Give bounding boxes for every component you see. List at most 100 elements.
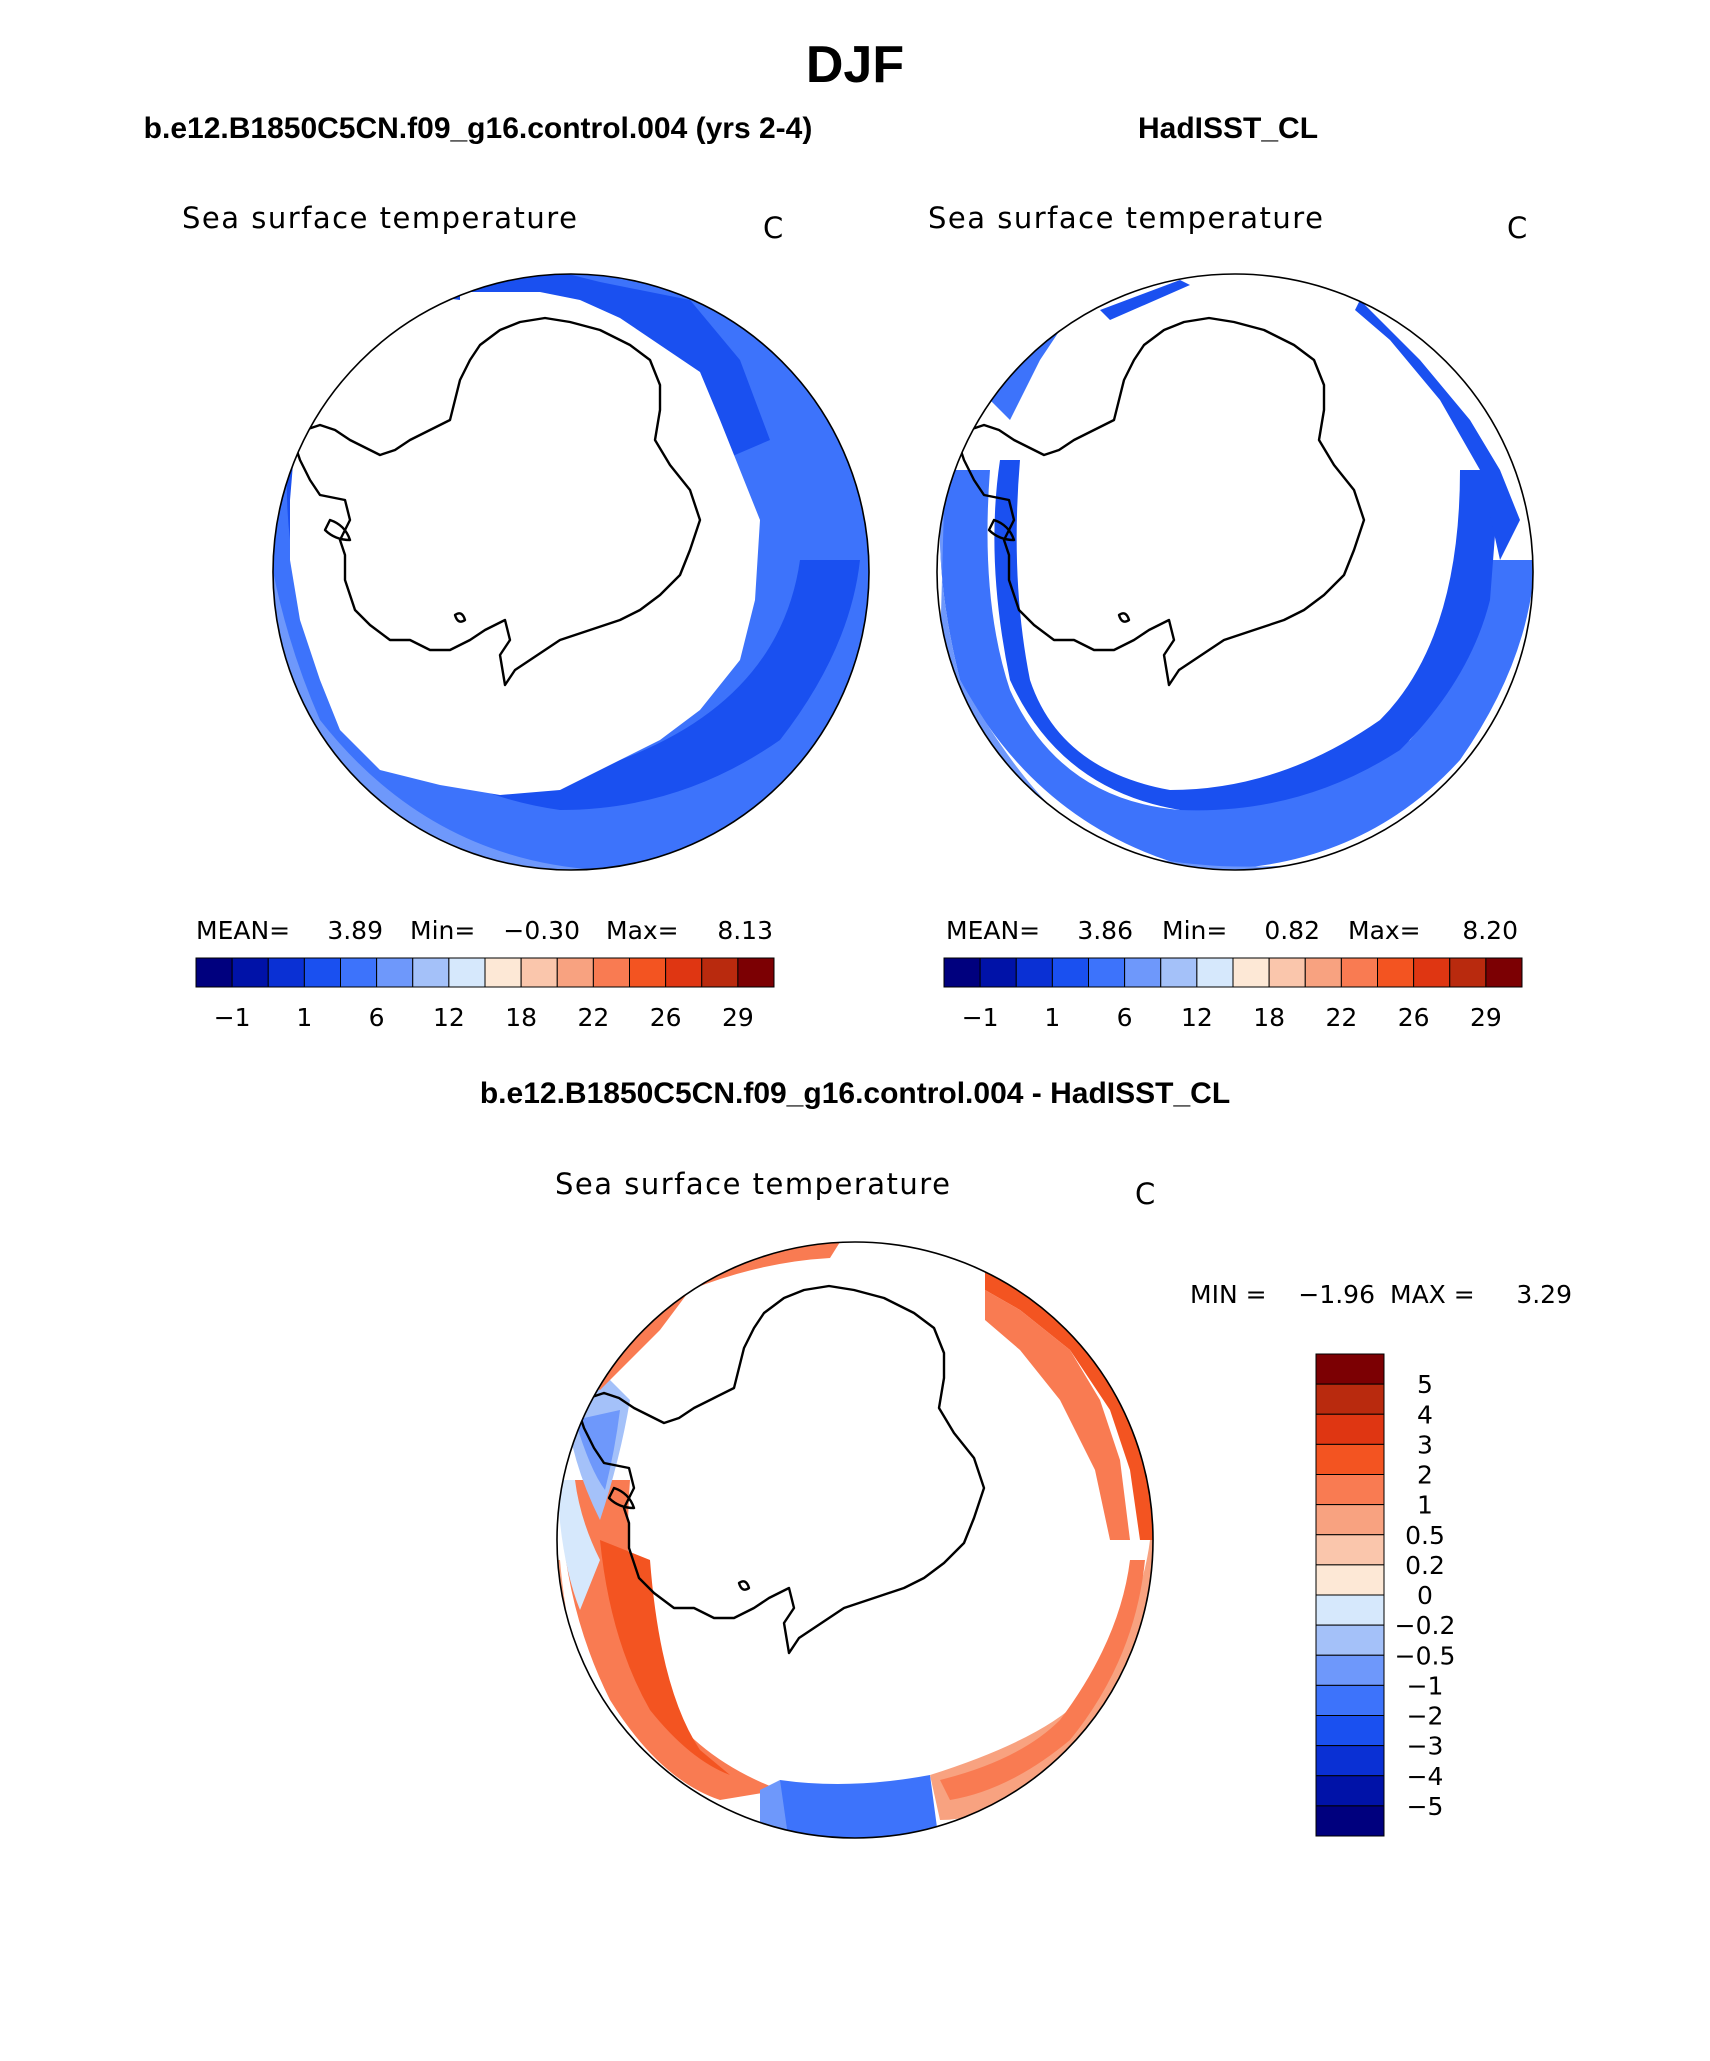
right-colorbar-swatch bbox=[1485, 957, 1523, 988]
diff-colorbar-swatch bbox=[1315, 1745, 1385, 1777]
diff-colorbar-swatch bbox=[1315, 1624, 1385, 1656]
right-polar-map bbox=[936, 273, 1534, 871]
right-colorbar-tick-label: −1 bbox=[962, 1003, 999, 1032]
left-colorbar-swatch bbox=[412, 957, 450, 988]
right-colorbar-swatch bbox=[1196, 957, 1234, 988]
right-colorbar-swatch bbox=[943, 957, 981, 988]
right-mean-label: MEAN= bbox=[946, 916, 1040, 945]
right-max-label: Max= bbox=[1348, 916, 1421, 945]
left-colorbar-swatch bbox=[340, 957, 378, 988]
left-stats: MEAN= 3.89 Min= −0.30 Max= 8.13 bbox=[196, 916, 773, 945]
right-colorbar-tick-label: 22 bbox=[1325, 1003, 1357, 1032]
diff-colorbar-tick-label: 0.5 bbox=[1405, 1521, 1445, 1550]
diff-colorbar-swatch bbox=[1315, 1413, 1385, 1445]
left-max-value: 8.13 bbox=[717, 916, 773, 945]
left-panel-title: b.e12.B1850C5CN.f09_g16.control.004 (yrs… bbox=[144, 112, 813, 145]
diff-colorbar-tick-label: 5 bbox=[1417, 1370, 1433, 1399]
left-colorbar-swatch bbox=[701, 957, 739, 988]
left-colorbar-tick-label: 29 bbox=[722, 1003, 754, 1032]
diff-min-label: MIN = bbox=[1190, 1280, 1267, 1309]
left-colorbar-swatch bbox=[737, 957, 775, 988]
diff-colorbar-tick-label: −3 bbox=[1407, 1732, 1444, 1761]
right-colorbar-swatch bbox=[1051, 957, 1089, 988]
left-colorbar-swatch bbox=[556, 957, 594, 988]
season-title: DJF bbox=[806, 36, 904, 94]
right-colorbar-swatch bbox=[1449, 957, 1487, 988]
diff-colorbar-tick-label: 4 bbox=[1417, 1400, 1433, 1429]
left-colorbar-swatch bbox=[231, 957, 269, 988]
right-colorbar-swatch bbox=[1124, 957, 1162, 988]
left-colorbar-tick-label: 1 bbox=[296, 1003, 312, 1032]
diff-colorbar-swatch bbox=[1315, 1684, 1385, 1716]
diff-max-label: MAX = bbox=[1390, 1280, 1475, 1309]
diff-colorbar-swatch bbox=[1315, 1805, 1385, 1837]
left-colorbar-swatch bbox=[303, 957, 341, 988]
right-colorbar-tick-label: 1 bbox=[1044, 1003, 1060, 1032]
left-colorbar-swatch bbox=[448, 957, 486, 988]
diff-colorbar-tick-label: −5 bbox=[1407, 1792, 1444, 1821]
diff-colorbar-tick-label: −1 bbox=[1407, 1671, 1444, 1700]
left-variable-label: Sea surface temperature bbox=[182, 201, 578, 235]
left-colorbar-swatch bbox=[376, 957, 414, 988]
left-colorbar-swatch bbox=[592, 957, 630, 988]
diff-min-value: −1.96 bbox=[1298, 1280, 1375, 1309]
diff-colorbar-swatch bbox=[1315, 1383, 1385, 1415]
diff-colorbar-tick-label: −0.5 bbox=[1395, 1641, 1456, 1670]
left-colorbar-swatch bbox=[484, 957, 522, 988]
diff-polar-map bbox=[556, 1241, 1154, 1839]
diff-colorbar-swatch bbox=[1315, 1504, 1385, 1536]
diff-variable-label: Sea surface temperature bbox=[555, 1167, 951, 1201]
left-min-label: Min= bbox=[410, 916, 475, 945]
left-colorbar-tick-label: 18 bbox=[505, 1003, 537, 1032]
diff-colorbar-swatch bbox=[1315, 1353, 1385, 1385]
left-colorbar-swatch bbox=[629, 957, 667, 988]
diff-colorbar-swatch bbox=[1315, 1564, 1385, 1596]
left-colorbar-swatch bbox=[267, 957, 305, 988]
diff-colorbar-tick-label: 0 bbox=[1417, 1581, 1433, 1610]
right-colorbar-swatch bbox=[979, 957, 1017, 988]
left-colorbar-tick-label: 12 bbox=[433, 1003, 465, 1032]
right-mean-value: 3.86 bbox=[1077, 916, 1133, 945]
right-colorbar-swatch bbox=[1304, 957, 1342, 988]
right-max-value: 8.20 bbox=[1462, 916, 1518, 945]
diff-colorbar-swatch bbox=[1315, 1474, 1385, 1506]
left-colorbar-swatch bbox=[665, 957, 703, 988]
diff-colorbar-tick-label: 1 bbox=[1417, 1491, 1433, 1520]
right-colorbar-swatch bbox=[1015, 957, 1053, 988]
right-colorbar-swatch bbox=[1088, 957, 1126, 988]
diff-colorbar-tick-label: 2 bbox=[1417, 1461, 1433, 1490]
diff-max-value: 3.29 bbox=[1516, 1280, 1572, 1309]
right-colorbar-swatch bbox=[1340, 957, 1378, 988]
right-colorbar-swatch bbox=[1232, 957, 1270, 988]
right-stats: MEAN= 3.86 Min= 0.82 Max= 8.20 bbox=[946, 916, 1518, 945]
diff-colorbar-swatch bbox=[1315, 1775, 1385, 1807]
diff-colorbar-tick-label: −2 bbox=[1407, 1702, 1444, 1731]
diff-stats: MIN = −1.96 MAX = 3.29 bbox=[1190, 1280, 1572, 1309]
right-colorbar-tick-label: 6 bbox=[1117, 1003, 1133, 1032]
right-colorbar-tick-label: 18 bbox=[1253, 1003, 1285, 1032]
left-colorbar-swatch bbox=[520, 957, 558, 988]
right-colorbar-swatch bbox=[1377, 957, 1415, 988]
left-colorbar-tick-label: −1 bbox=[214, 1003, 251, 1032]
diff-colorbar-tick-label: −0.2 bbox=[1395, 1611, 1456, 1640]
diff-colorbar-tick-label: −4 bbox=[1407, 1762, 1444, 1791]
left-mean-label: MEAN= bbox=[196, 916, 290, 945]
right-panel-title: HadISST_CL bbox=[1138, 112, 1318, 145]
diff-colorbar-swatch bbox=[1315, 1715, 1385, 1747]
right-colorbar: −1 1 6 12 18 22 26 29 bbox=[943, 957, 1523, 1032]
right-units-label: C bbox=[1507, 211, 1527, 245]
right-min-value: 0.82 bbox=[1264, 916, 1320, 945]
right-colorbar-tick-label: 29 bbox=[1470, 1003, 1502, 1032]
diff-colorbar-swatch bbox=[1315, 1534, 1385, 1566]
left-colorbar-tick-label: 22 bbox=[577, 1003, 609, 1032]
diff-colorbar-swatch bbox=[1315, 1654, 1385, 1686]
diff-colorbar-swatch bbox=[1315, 1594, 1385, 1626]
left-colorbar-tick-label: 6 bbox=[369, 1003, 385, 1032]
left-mean-value: 3.89 bbox=[327, 916, 383, 945]
left-max-label: Max= bbox=[606, 916, 679, 945]
left-colorbar-swatch bbox=[195, 957, 233, 988]
right-min-label: Min= bbox=[1162, 916, 1227, 945]
diff-colorbar-swatch bbox=[1315, 1443, 1385, 1475]
left-polar-map bbox=[272, 273, 870, 871]
